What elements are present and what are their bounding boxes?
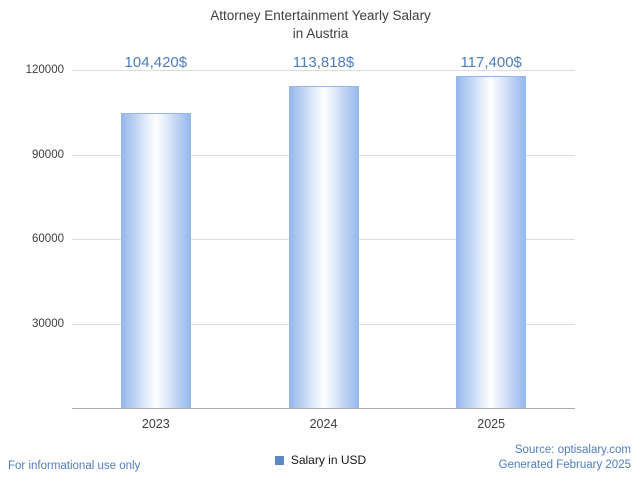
legend-swatch-icon <box>274 455 284 465</box>
bar-slot-2025 <box>407 70 575 408</box>
x-tick-label-2023: 2023 <box>141 417 170 431</box>
x-axis-labels: 2023 2024 2025 <box>72 417 575 431</box>
generated-date-text: Generated February 2025 <box>498 459 631 471</box>
x-tick-label-2024: 2024 <box>309 417 338 431</box>
footer-attribution: Source: optisalary.com Generated Februar… <box>499 443 631 473</box>
bar-value-label-2024: 113,818$ <box>292 54 355 71</box>
chart-legend[interactable]: Salary in USD <box>0 453 641 467</box>
disclaimer-text: For informational use only <box>8 460 141 472</box>
y-tick-label-30000: 30000 <box>32 317 64 330</box>
plot-area <box>72 70 575 409</box>
gridline <box>72 70 575 71</box>
source-link[interactable]: Source: optisalary.com <box>514 444 631 456</box>
chart-title-line2: in Austria <box>292 26 349 41</box>
bar-value-labels: 104,420$ 113,818$ 117,400$ <box>72 54 575 71</box>
bar-2025 <box>456 76 527 408</box>
x-tick-label-2025: 2025 <box>477 417 506 431</box>
bar-2023 <box>120 112 191 408</box>
chart-title-line1: Attorney Entertainment Yearly Salary <box>210 8 431 23</box>
bar-value-label-2025: 117,400$ <box>460 54 522 71</box>
bar-slot-2023 <box>72 70 240 408</box>
y-tick-label-60000: 60000 <box>32 233 64 245</box>
y-tick-label-120000: 120000 <box>25 64 64 76</box>
bar-value-label-2023: 104,420$ <box>124 54 188 71</box>
legend-label: Salary in USD <box>290 453 367 467</box>
y-axis-labels: 120000 90000 60000 30000 <box>0 64 64 408</box>
bars-container <box>72 70 575 408</box>
bar-2024 <box>288 86 359 408</box>
y-tick-label-90000: 90000 <box>32 148 64 161</box>
chart-title: Attorney Entertainment Yearly Salary in … <box>0 7 641 43</box>
bar-slot-2024 <box>240 70 408 408</box>
